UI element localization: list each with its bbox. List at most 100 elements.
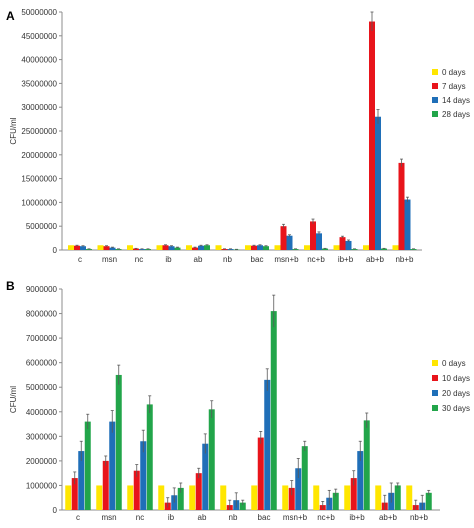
y-tick-label: 5000000: [26, 222, 58, 231]
bar: [177, 487, 184, 510]
x-tick-label: ab: [194, 255, 203, 264]
legend-swatch: [432, 405, 438, 411]
bar: [71, 478, 78, 510]
y-tick-label: 6000000: [26, 359, 58, 368]
bar: [339, 237, 346, 250]
bar: [186, 245, 192, 250]
bar: [363, 420, 370, 510]
x-tick-label: bac: [258, 513, 271, 522]
y-tick-label: 2000000: [26, 457, 58, 466]
x-tick-label: ab+b: [379, 513, 398, 522]
bar: [127, 245, 133, 250]
bar: [78, 451, 85, 510]
bar: [109, 247, 116, 250]
y-tick-label: 0: [53, 506, 58, 515]
bar: [292, 249, 299, 250]
bar: [140, 441, 147, 510]
x-tick-label: nb: [229, 513, 238, 522]
legend-label: 0 days: [442, 68, 466, 77]
bar: [344, 485, 351, 510]
legend-swatch: [432, 97, 438, 103]
bar: [215, 245, 222, 250]
bar: [280, 226, 287, 250]
bar: [313, 485, 320, 510]
y-tick-label: 40000000: [21, 56, 57, 65]
y-tick-label: 15000000: [21, 175, 57, 184]
bar: [80, 246, 86, 250]
panel-label: B: [6, 279, 15, 293]
bar: [103, 246, 110, 250]
bar: [425, 492, 432, 510]
bar: [204, 245, 210, 250]
y-tick-label: 5000000: [26, 383, 58, 392]
bar: [195, 473, 202, 510]
bar: [220, 485, 227, 510]
bar: [162, 245, 169, 250]
panel-label: A: [6, 9, 15, 23]
y-tick-label: 7000000: [26, 334, 58, 343]
bar: [115, 374, 122, 510]
bar: [192, 247, 198, 250]
legend-label: 7 days: [442, 82, 466, 91]
legend-label: 28 days: [442, 110, 470, 119]
bar: [97, 245, 104, 250]
bar: [322, 248, 328, 250]
bar: [286, 235, 293, 250]
bar: [115, 249, 122, 250]
y-tick-label: 4000000: [26, 408, 58, 417]
x-tick-label: ib+b: [338, 255, 354, 264]
bar: [127, 485, 134, 510]
bar: [274, 245, 281, 250]
y-tick-label: 3000000: [26, 432, 58, 441]
bar: [375, 485, 382, 510]
bar: [145, 249, 151, 250]
legend-label: 30 days: [442, 404, 470, 413]
bar: [363, 245, 369, 250]
x-tick-label: nc+b: [317, 513, 335, 522]
legend-swatch: [432, 390, 438, 396]
y-tick-label: 25000000: [21, 127, 57, 136]
y-tick-label: 9000000: [26, 285, 58, 294]
x-tick-label: nb+b: [410, 513, 429, 522]
bar: [139, 249, 145, 250]
bar: [221, 249, 228, 250]
bar: [74, 245, 80, 250]
bar: [168, 246, 175, 250]
bar: [174, 247, 181, 250]
x-tick-label: msn+b: [274, 255, 299, 264]
x-tick-label: c: [78, 255, 82, 264]
x-tick-label: nc+b: [307, 255, 325, 264]
bar: [245, 245, 251, 250]
y-tick-label: 30000000: [21, 103, 57, 112]
bar: [369, 21, 375, 250]
x-tick-label: ib+b: [349, 513, 365, 522]
bar: [288, 487, 295, 510]
bar: [189, 485, 196, 510]
bar: [257, 437, 264, 510]
legend-swatch: [432, 83, 438, 89]
bar: [198, 245, 204, 250]
y-tick-label: 20000000: [21, 151, 57, 160]
bar: [146, 404, 153, 510]
bar: [333, 245, 340, 250]
bar: [394, 485, 401, 510]
bar: [304, 245, 310, 250]
legend-swatch: [432, 375, 438, 381]
bar: [310, 221, 316, 250]
bar: [406, 485, 413, 510]
bar: [350, 478, 357, 510]
bar: [282, 485, 289, 510]
bar: [357, 451, 364, 510]
bar: [295, 468, 302, 510]
bar: [263, 246, 269, 250]
bar: [270, 311, 277, 510]
x-tick-label: msn: [101, 513, 116, 522]
legend-swatch: [432, 360, 438, 366]
bar: [239, 502, 246, 510]
legend-swatch: [432, 69, 438, 75]
bar: [381, 248, 387, 250]
bar: [86, 249, 92, 250]
x-tick-label: ab: [198, 513, 207, 522]
bar: [351, 249, 358, 250]
bar: [208, 409, 215, 510]
